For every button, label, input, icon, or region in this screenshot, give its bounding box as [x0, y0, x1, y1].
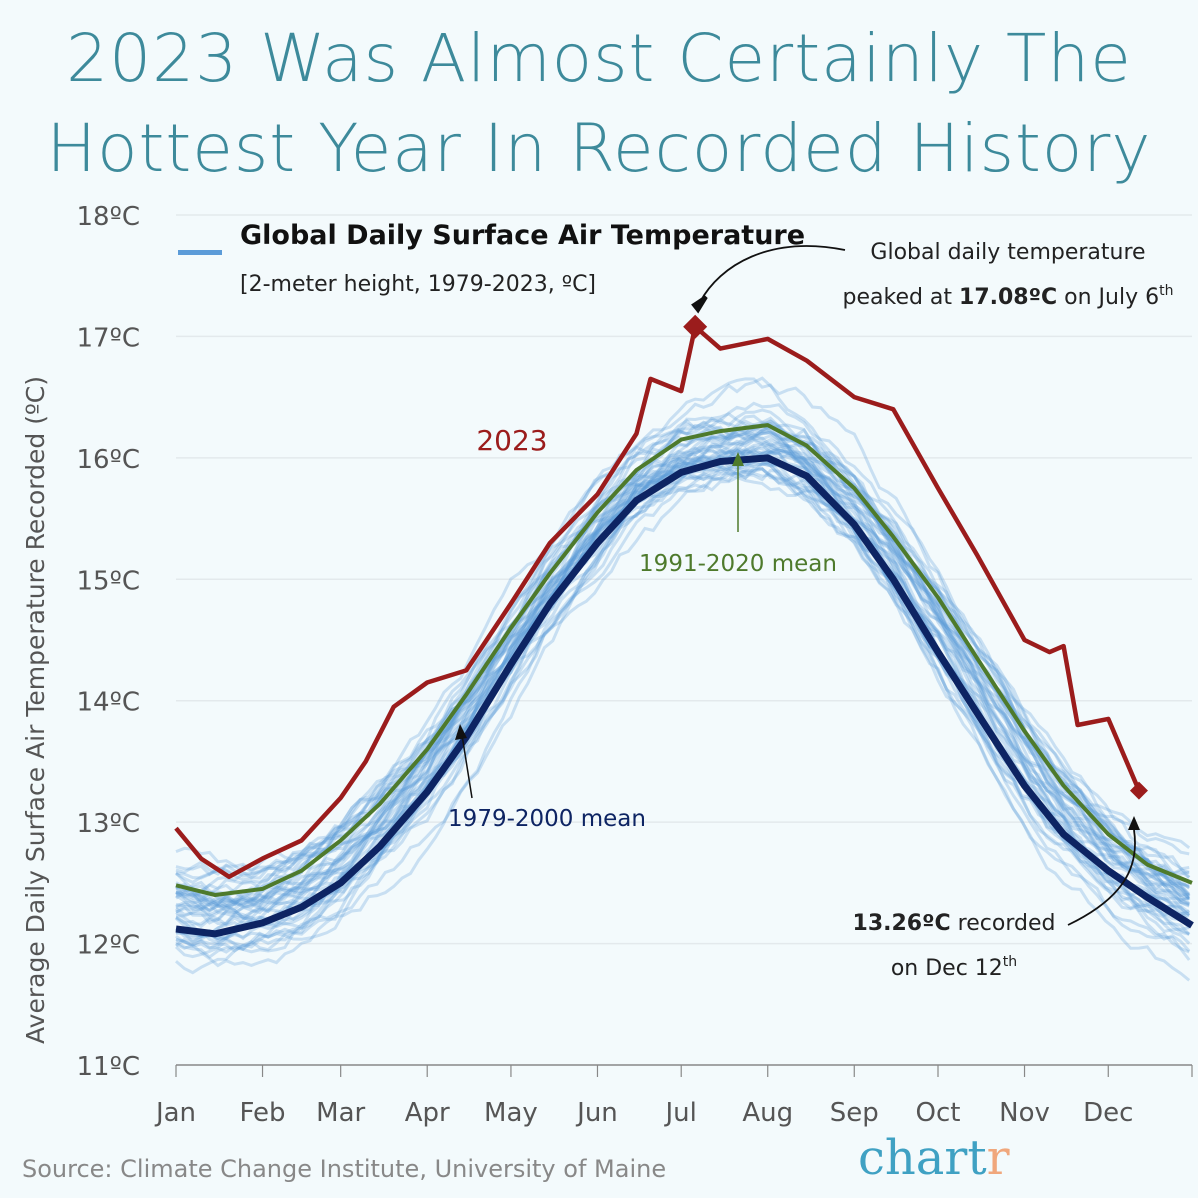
legend-subtitle: [2-meter height, 1979-2023, ºC] [240, 272, 596, 297]
peak-annotation-line2: peaked at 17.08ºC on July 6th [843, 283, 1174, 310]
individual-year-line [175, 414, 1191, 917]
series-2023-line [174, 324, 1142, 880]
individual-year-line [175, 466, 1191, 938]
individual-year-line [175, 448, 1191, 953]
dec-annotation-line1: 13.26ºC recorded [853, 911, 1056, 936]
label-1979-2000-mean: 1979-2000 mean [448, 806, 646, 832]
y-tick-label: 14ºC [77, 688, 141, 718]
x-tick-label: May [484, 1098, 538, 1128]
individual-year-line [175, 466, 1190, 926]
x-tick-label: Jul [664, 1098, 697, 1128]
individual-year-line [176, 441, 1190, 954]
dec-arrow [1067, 829, 1136, 926]
legend-title: Global Daily Surface Air Temperature [240, 220, 805, 251]
x-tick-label: Oct [916, 1098, 961, 1128]
individual-year-line [174, 377, 1190, 906]
x-tick-label: Nov [999, 1098, 1050, 1128]
x-tick-label: Aug [742, 1098, 793, 1128]
individual-year-line [175, 408, 1190, 905]
individual-year-line [175, 425, 1191, 941]
individual-year-line [175, 467, 1190, 922]
individual-year-line [175, 434, 1190, 941]
peak-marker [683, 314, 708, 339]
mean-1979-arrowhead-icon [455, 724, 467, 740]
x-tick-label: Sep [830, 1098, 879, 1128]
x-tick-label: Dec [1083, 1098, 1133, 1128]
y-tick-label: 12ºC [77, 931, 141, 961]
legend-swatch [178, 250, 222, 255]
dec-12-marker [1129, 781, 1148, 800]
individual-year-line [175, 466, 1190, 975]
label-1991-2020-mean: 1991-2020 mean [639, 551, 837, 577]
dec-annotation-line2: on Dec 12th [891, 954, 1017, 981]
x-tick-label: Jun [575, 1098, 618, 1128]
individual-year-line [175, 416, 1191, 911]
y-tick-label: 11ºC [77, 1052, 141, 1082]
dec-arrowhead-icon [1128, 816, 1140, 830]
peak-arrow [699, 245, 846, 303]
series-1979-2000-mean-line [175, 454, 1194, 938]
peak-annotation-line1: Global daily temperature [870, 240, 1145, 265]
x-tick-label: Feb [240, 1098, 286, 1128]
individual-year-line [174, 412, 1190, 920]
mean-1991-arrowhead-icon [732, 452, 744, 466]
individual-year-line [174, 455, 1190, 959]
individual-year-line [175, 424, 1191, 945]
x-tick-label: Jan [154, 1098, 196, 1128]
individual-year-line [175, 444, 1190, 960]
y-axis-label: Average Daily Surface Air Temperature Re… [21, 376, 50, 1044]
x-tick-label: Apr [405, 1098, 450, 1128]
individual-year-line [175, 423, 1191, 929]
individual-year-line [175, 449, 1190, 911]
individual-year-line [175, 469, 1191, 961]
individual-year-line [175, 446, 1191, 929]
mean-1979-arrow [461, 734, 473, 799]
individual-year-line [175, 423, 1191, 924]
individual-year-line [175, 420, 1191, 897]
y-tick-label: 13ºC [77, 809, 141, 839]
peak-arrowhead-icon [691, 295, 708, 314]
y-tick-label: 15ºC [77, 566, 141, 596]
chartr-logo: chartr [858, 1130, 1010, 1186]
x-tick-label: Mar [316, 1098, 365, 1128]
individual-year-line [175, 455, 1191, 982]
title-line-1: 2023 Was Almost Certainly The [66, 20, 1132, 97]
label-2023: 2023 [476, 424, 547, 457]
individual-year-line [175, 443, 1191, 905]
individual-year-line [175, 401, 1190, 902]
title-line-2: Hottest Year In Recorded History [46, 110, 1152, 187]
individual-year-line [175, 418, 1191, 909]
source-note: Source: Climate Change Institute, Univer… [22, 1155, 667, 1183]
y-tick-label: 16ºC [77, 445, 141, 475]
series-1991-2020-mean-line [175, 423, 1193, 897]
y-tick-label: 18ºC [77, 202, 141, 232]
y-tick-label: 17ºC [77, 323, 141, 353]
individual-year-line [175, 444, 1191, 914]
individual-year-line [175, 454, 1190, 947]
individual-year-line [175, 426, 1191, 898]
